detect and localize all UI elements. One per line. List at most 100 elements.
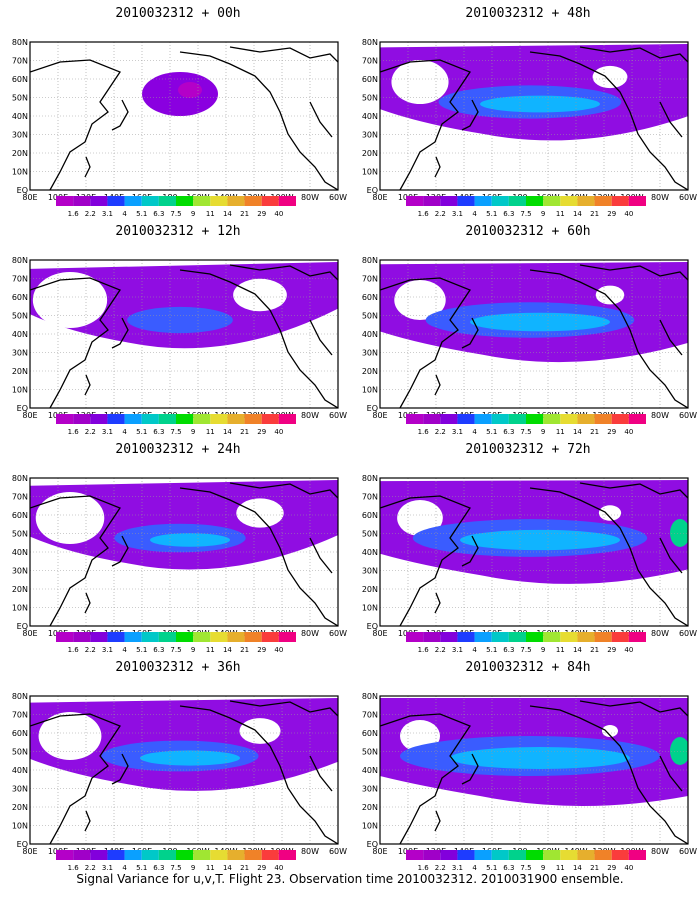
coastline-gulf — [309, 755, 333, 792]
lat-tick-label: 30N — [362, 785, 378, 794]
lat-tick-label: 50N — [12, 94, 28, 103]
variance-map: 80N70N60N50N40N30N20N10NEQ80E100E120E140… — [362, 256, 697, 420]
lat-tick-label: 80N — [362, 256, 378, 265]
colorbar-label: 3.1 — [102, 646, 113, 654]
lat-tick-label: 60N — [362, 729, 378, 738]
colorbar-swatch — [90, 196, 108, 206]
lat-tick-label: 10N — [362, 822, 378, 831]
colorbar-swatch — [457, 414, 475, 424]
colorbar-label: 5.1 — [486, 428, 497, 436]
panel-title: 2010032312 + 84h — [465, 660, 591, 675]
colorbar-swatch — [474, 632, 492, 642]
coastline-islands — [84, 810, 91, 832]
colorbar-swatch — [406, 850, 424, 860]
lat-tick-label: EQ — [367, 622, 378, 631]
colorbar-swatch — [227, 414, 245, 424]
map-frame — [379, 259, 689, 409]
colorbar-label: 11 — [556, 210, 565, 218]
colorbar-swatch — [210, 632, 228, 642]
colorbar-label: 29 — [257, 428, 266, 436]
colorbar-swatch — [491, 196, 509, 206]
lat-tick-label: 30N — [362, 131, 378, 140]
lat-tick-label: 20N — [362, 585, 378, 594]
colorbar-swatch — [107, 196, 125, 206]
colorbar-label: 2.2 — [85, 864, 96, 872]
colorbar-swatch — [406, 196, 424, 206]
coastline-arctic — [229, 700, 338, 717]
colorbar-swatch — [278, 196, 296, 206]
colorbar-swatch — [158, 196, 176, 206]
variance-max — [670, 737, 688, 765]
colorbar-label: 2.2 — [85, 210, 96, 218]
lat-tick-label: 70N — [362, 493, 378, 502]
colorbar-swatch — [457, 196, 475, 206]
coastline-islands — [84, 156, 91, 178]
colorbar-swatch — [594, 632, 612, 642]
colorbar-swatch — [227, 196, 245, 206]
colorbar-swatch — [56, 850, 74, 860]
colorbar-label: 7.5 — [170, 646, 181, 654]
lon-tick-label: 60W — [679, 847, 697, 856]
lon-tick-label: 80W — [301, 193, 319, 202]
lat-tick-label: 20N — [362, 803, 378, 812]
colorbar-label: 1.6 — [418, 864, 430, 872]
coastline-gulf — [309, 537, 333, 574]
lon-tick-label: 80W — [301, 847, 319, 856]
lat-tick-label: 80N — [362, 474, 378, 483]
coastline-islands — [434, 374, 441, 396]
coastline-japan — [111, 535, 129, 567]
colorbar-swatch — [124, 414, 142, 424]
colorbar-swatch — [261, 850, 279, 860]
colorbar-label: 4 — [122, 428, 127, 436]
lat-tick-label: 20N — [12, 585, 28, 594]
colorbar-label: 29 — [257, 864, 266, 872]
lat-tick-label: 50N — [362, 748, 378, 757]
colorbar-label: 9 — [541, 210, 545, 218]
lat-tick-label: 60N — [362, 511, 378, 520]
variance-core-cyan — [450, 747, 630, 769]
colorbar-label: 1.6 — [418, 646, 430, 654]
lon-tick-label: 60W — [679, 193, 697, 202]
lon-tick-label: 60W — [679, 629, 697, 638]
map-frame — [379, 41, 689, 191]
colorbar-label: 4 — [472, 864, 477, 872]
colorbar-swatch — [560, 414, 578, 424]
colorbar-swatch — [141, 414, 159, 424]
variance-map: 80N70N60N50N40N30N20N10NEQ80E100E120E140… — [12, 256, 347, 420]
lon-tick-label: 60W — [329, 193, 347, 202]
colorbar-swatch — [90, 850, 108, 860]
colorbar-label: 11 — [206, 210, 215, 218]
coastline-north-america — [179, 487, 338, 626]
coastline-asia — [30, 713, 121, 844]
lat-tick-label: 70N — [12, 711, 28, 720]
coastline-north-america — [529, 51, 688, 190]
lat-tick-label: 40N — [362, 330, 378, 339]
colorbar-swatch — [193, 632, 211, 642]
panel-title: 2010032312 + 60h — [465, 224, 591, 239]
colorbar-label: 14 — [223, 646, 232, 654]
colorbar-swatch — [210, 196, 228, 206]
colorbar-swatch — [406, 414, 424, 424]
colorbar-label: 29 — [257, 646, 266, 654]
map-frame — [29, 41, 339, 191]
colorbar-swatch — [176, 850, 194, 860]
forecast-panel: 2010032312 + 36h 80N 70N 60N 50N 40N 30N 20N 10N… — [8, 654, 348, 874]
colorbar-swatch — [594, 850, 612, 860]
colorbar-label: 11 — [206, 646, 215, 654]
colorbar-label: 29 — [257, 210, 266, 218]
lat-tick-label: 20N — [12, 367, 28, 376]
colorbar-swatch — [278, 414, 296, 424]
lat-tick-label: EQ — [17, 186, 28, 195]
forecast-panel: 2010032312 + 48h 80N 70N 60N 50N 40N 30N 20N 10N… — [358, 0, 698, 220]
lon-tick-label: 80E — [372, 629, 387, 638]
colorbar-label: 1.6 — [418, 428, 430, 436]
lat-tick-label: 50N — [362, 312, 378, 321]
colorbar-label: 40 — [274, 210, 283, 218]
colorbar-swatch — [423, 632, 441, 642]
lat-tick-label: 30N — [12, 567, 28, 576]
colorbar-swatch — [73, 850, 91, 860]
lon-tick-label: 80E — [372, 847, 387, 856]
colorbar-label: 4 — [122, 864, 127, 872]
colorbar-swatch — [628, 632, 646, 642]
colorbar-label: 21 — [590, 210, 599, 218]
